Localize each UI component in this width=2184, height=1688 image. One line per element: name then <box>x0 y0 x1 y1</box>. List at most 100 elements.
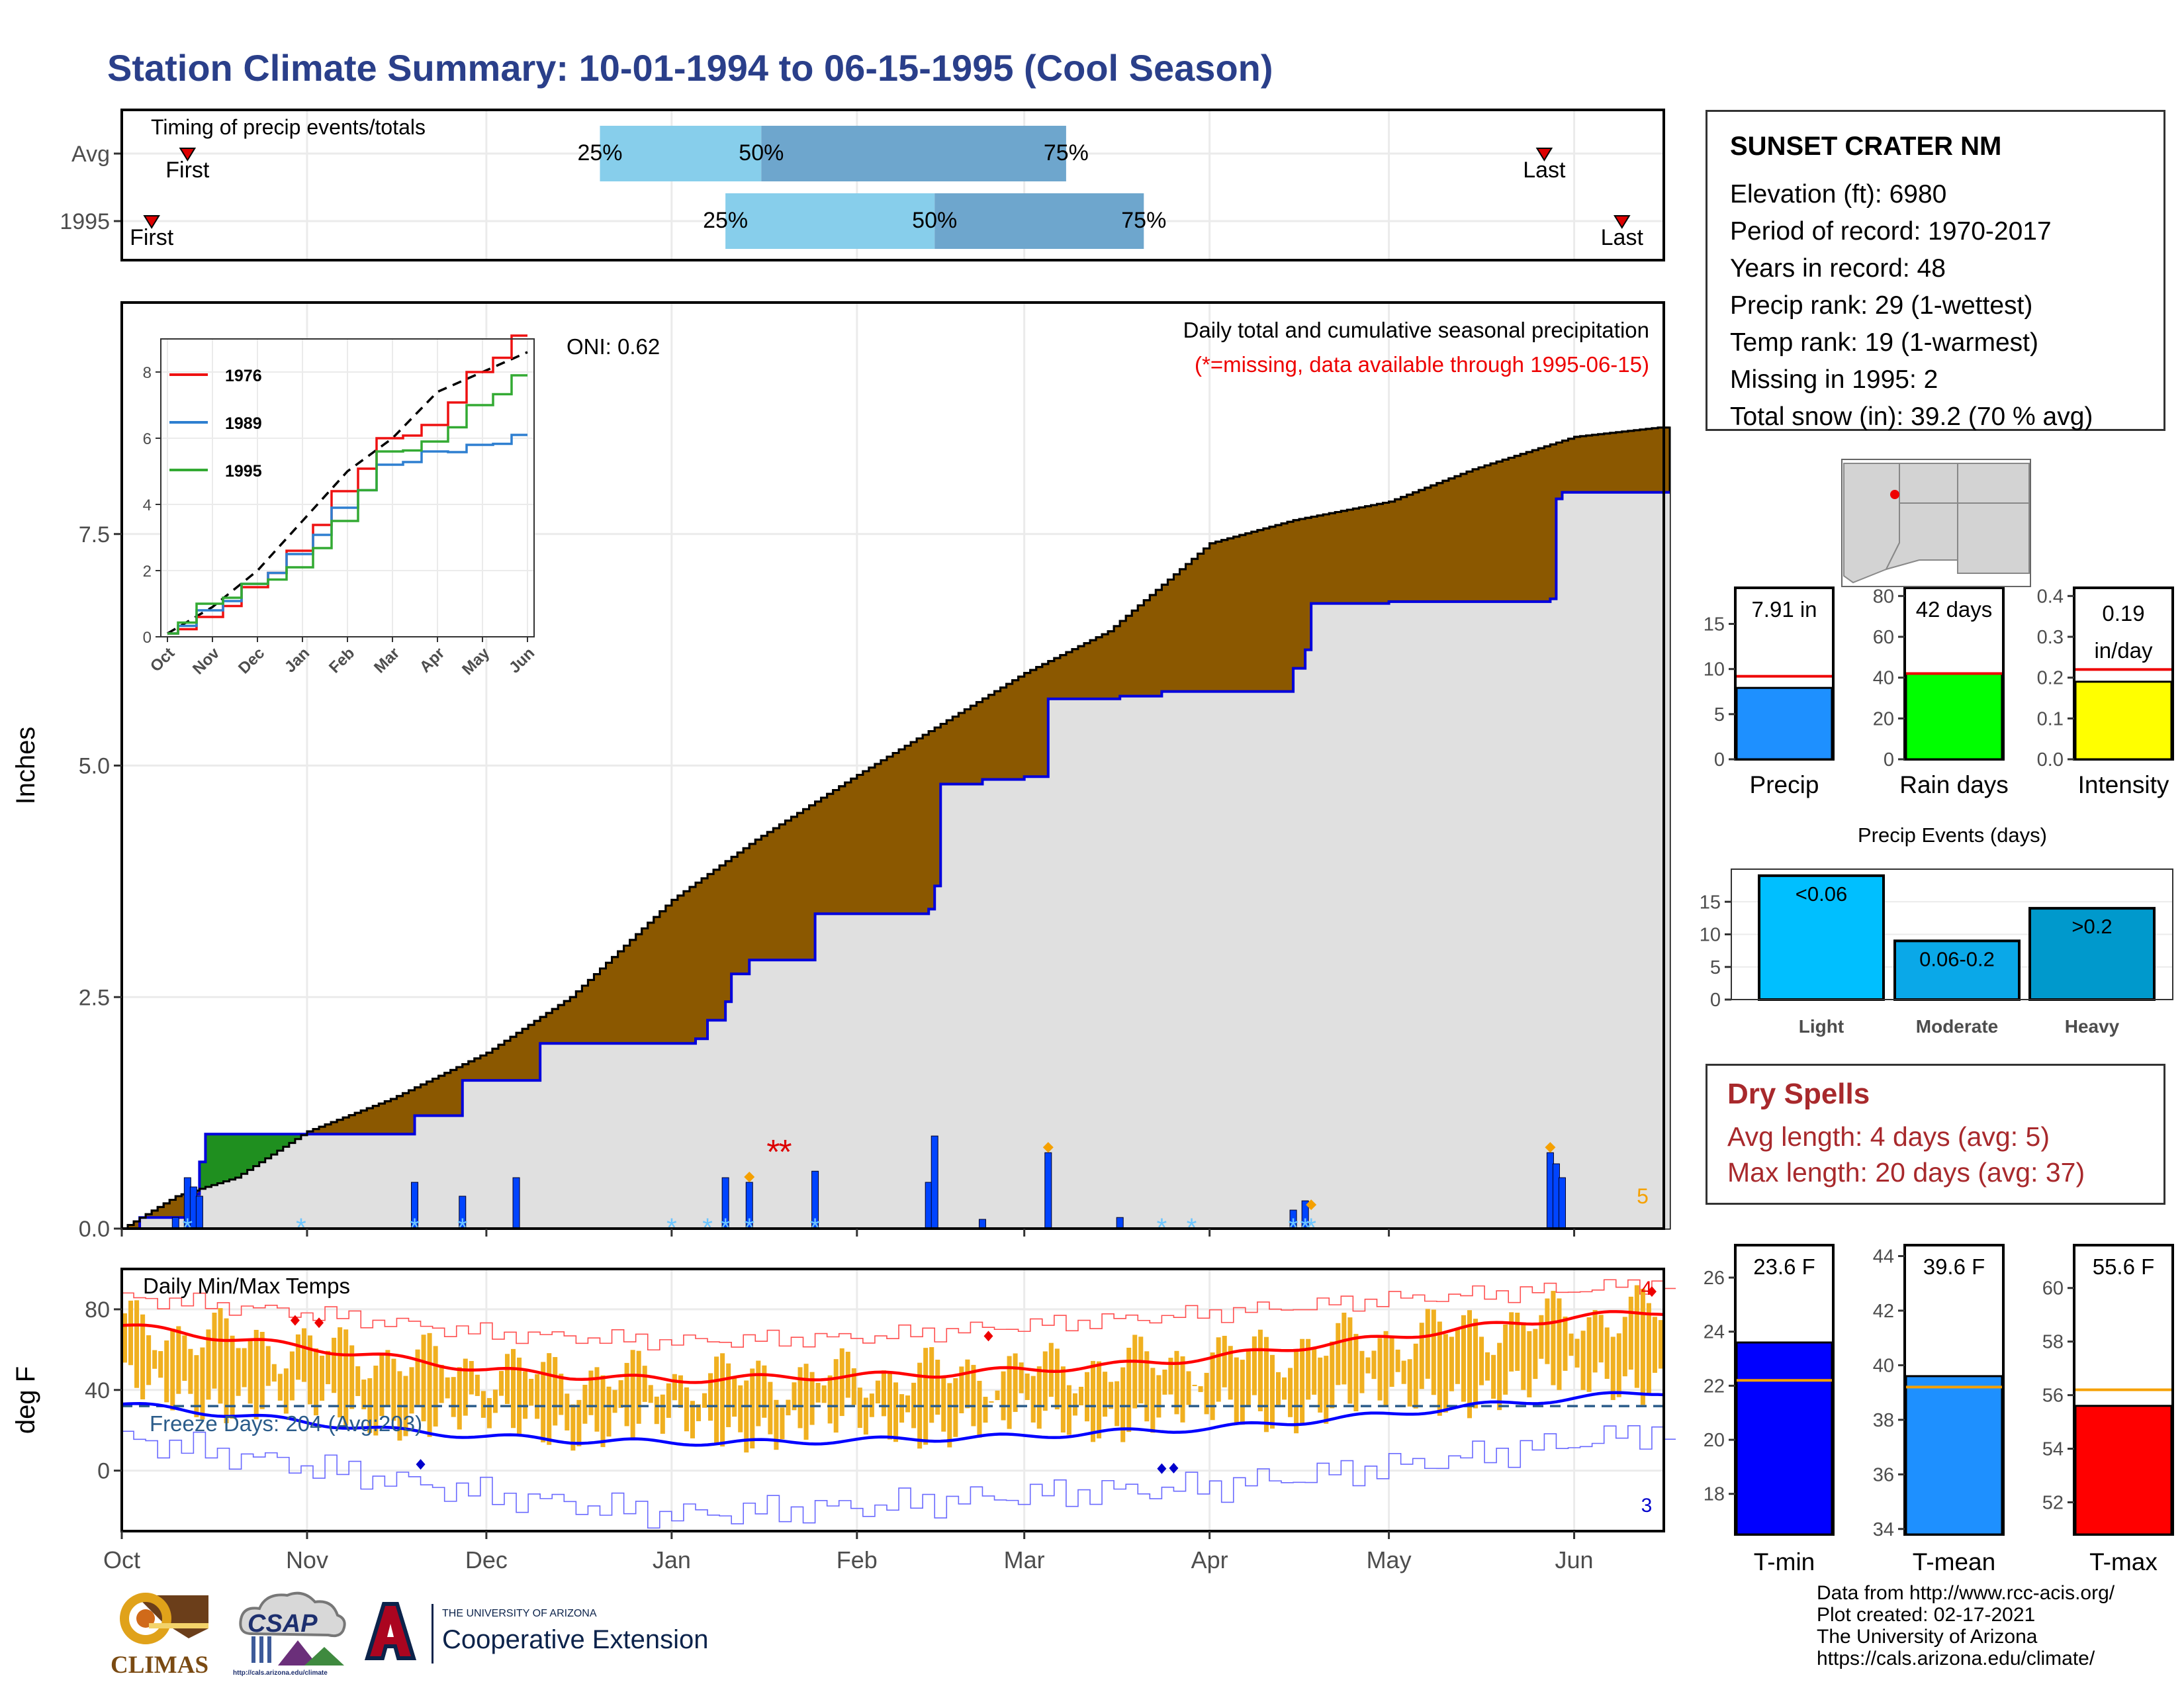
daily-temp-range-bar <box>1503 1324 1508 1395</box>
precip-y-tick-label: 5.0 <box>79 754 110 779</box>
daily-temp-range-bar <box>170 1329 175 1411</box>
daily-temp-range-bar <box>1144 1351 1150 1422</box>
daily-temp-range-bar <box>427 1333 432 1437</box>
divider-line <box>432 1604 433 1664</box>
daily-temp-range-bar <box>451 1377 456 1417</box>
daily-temp-range-bar <box>480 1391 486 1418</box>
daily-precip-bar <box>931 1135 938 1229</box>
daily-temp-range-bar <box>332 1337 337 1393</box>
daily-temp-range-bar <box>188 1348 193 1394</box>
daily-temp-range-bar <box>612 1389 617 1413</box>
daily-temp-range-bar <box>1598 1315 1604 1363</box>
daily-temp-range-bar <box>971 1364 976 1427</box>
daily-temp-range-bar <box>242 1348 247 1387</box>
timing-marker-triangle <box>1535 148 1553 162</box>
heavy-event-marker <box>1306 1199 1317 1211</box>
daily-temp-range-bar <box>445 1377 450 1399</box>
credit-created: Plot created: 02-17-2021 <box>1817 1604 2036 1626</box>
daily-temp-range-bar <box>517 1357 522 1436</box>
inset-legend-label: 1976 <box>225 367 262 385</box>
daily-temp-range-bar <box>1115 1381 1120 1427</box>
timing-last-label: Last <box>1601 225 1644 250</box>
daily-temp-range-bar <box>457 1367 462 1430</box>
daily-temp-range-bar <box>1269 1354 1275 1429</box>
daily-temp-range-bar <box>492 1389 498 1413</box>
csap-logo: CSAP http://cals.arizona.edu/climate <box>232 1587 351 1684</box>
timing-first-label: First <box>165 158 210 183</box>
ua-small-text: THE UNIVERSITY OF ARIZONA <box>442 1608 597 1619</box>
daily-temp-range-bar <box>1103 1372 1108 1417</box>
daily-temp-range-bar <box>1521 1322 1526 1390</box>
temp-y-tick-label: 80 <box>85 1297 110 1323</box>
summary-y-tick-label: 38 <box>1873 1410 1894 1431</box>
daily-temp-range-bar <box>1533 1329 1538 1380</box>
summary-bar-tmean <box>1905 1375 2003 1536</box>
daily-temp-range-bar <box>158 1351 163 1378</box>
events-category-label: Moderate <box>1916 1016 1998 1037</box>
daily-temp-range-bar <box>1246 1350 1251 1405</box>
daily-temp-range-bar <box>504 1354 510 1404</box>
daily-temp-range-bar <box>1485 1352 1490 1381</box>
record-min-line <box>122 1425 1676 1529</box>
daily-temp-range-bar <box>1120 1367 1126 1442</box>
timing-q50-label: 50% <box>739 140 784 165</box>
daily-temp-range-bar <box>547 1353 552 1445</box>
daily-temp-range-bar <box>271 1364 277 1382</box>
daily-temp-range-bar <box>236 1348 241 1396</box>
record-hot-marker <box>314 1317 324 1329</box>
daily-temp-range-bar <box>588 1370 594 1415</box>
daily-precip-bar <box>1546 1152 1554 1229</box>
chart-title: Station Climate Summary: 10-01-1994 to 0… <box>107 47 1273 89</box>
daily-temp-range-bar <box>690 1401 695 1438</box>
csap-text: CSAP <box>248 1610 318 1638</box>
daily-temp-range-bar <box>1312 1348 1317 1395</box>
daily-temp-range-bar <box>1443 1334 1448 1413</box>
daily-temp-range-bar <box>1640 1288 1645 1405</box>
daily-temp-range-bar <box>1610 1336 1615 1400</box>
timing-marker-triangle <box>143 215 160 229</box>
temp-frame <box>120 1268 1665 1532</box>
summary-bar-precip <box>1735 686 1833 761</box>
events-bar <box>1893 939 2021 1001</box>
daily-temp-range-bar <box>768 1382 773 1434</box>
summary-value-unit: in/day <box>2094 638 2153 663</box>
daily-temp-range-bar <box>1347 1317 1353 1404</box>
average-tmax-line <box>121 1310 1664 1384</box>
daily-temp-range-bar <box>1467 1310 1473 1419</box>
daily-temp-range-bar <box>642 1366 647 1402</box>
daily-temp-range-bar <box>947 1383 952 1448</box>
daily-temp-range-bar <box>923 1348 929 1445</box>
daily-temp-range-bar <box>277 1374 283 1401</box>
daily-temp-range-bar <box>1616 1333 1621 1397</box>
daily-temp-range-bar <box>433 1346 438 1427</box>
daily-temp-range-bar <box>720 1353 725 1447</box>
summary-panel-label: Rain days <box>1899 771 2009 798</box>
daily-temp-range-bar <box>1563 1316 1568 1371</box>
daily-temp-range-bar <box>863 1397 868 1435</box>
timing-bar-q50-q75 <box>934 193 1144 249</box>
average-tmin-line <box>121 1391 1664 1447</box>
summary-y-tick-label: 36 <box>1873 1464 1894 1485</box>
summary-panel-label: T-mean <box>1913 1548 1995 1575</box>
daily-temp-range-bar <box>541 1362 546 1442</box>
daily-temp-range-bar <box>1431 1309 1436 1395</box>
summary-y-tick-label: 18 <box>1704 1484 1725 1505</box>
oni-label: ONI: 0.62 <box>567 334 660 359</box>
daily-temp-range-bar <box>1479 1336 1484 1385</box>
daily-precip-bar <box>195 1196 203 1229</box>
daily-temp-range-bar <box>893 1382 899 1442</box>
daily-temp-range-bar <box>1425 1309 1430 1379</box>
daily-temp-range-bar <box>983 1397 988 1423</box>
daily-temp-range-bar <box>887 1371 892 1440</box>
events-y-tick-label: 0 <box>1710 990 1721 1011</box>
daily-temp-range-bar <box>1240 1360 1245 1425</box>
avg-cumulative-outline <box>122 426 1670 1230</box>
daily-temp-range-bar <box>379 1352 385 1417</box>
timing-row-label: 1995 <box>60 209 110 234</box>
daily-temp-range-bar <box>708 1373 713 1421</box>
daily-temp-range-bar <box>1019 1362 1024 1393</box>
daily-temp-range-bar <box>965 1359 970 1409</box>
daily-temp-range-bar <box>1449 1336 1454 1391</box>
month-label: Oct <box>103 1546 140 1573</box>
daily-temp-range-bar <box>218 1308 223 1404</box>
